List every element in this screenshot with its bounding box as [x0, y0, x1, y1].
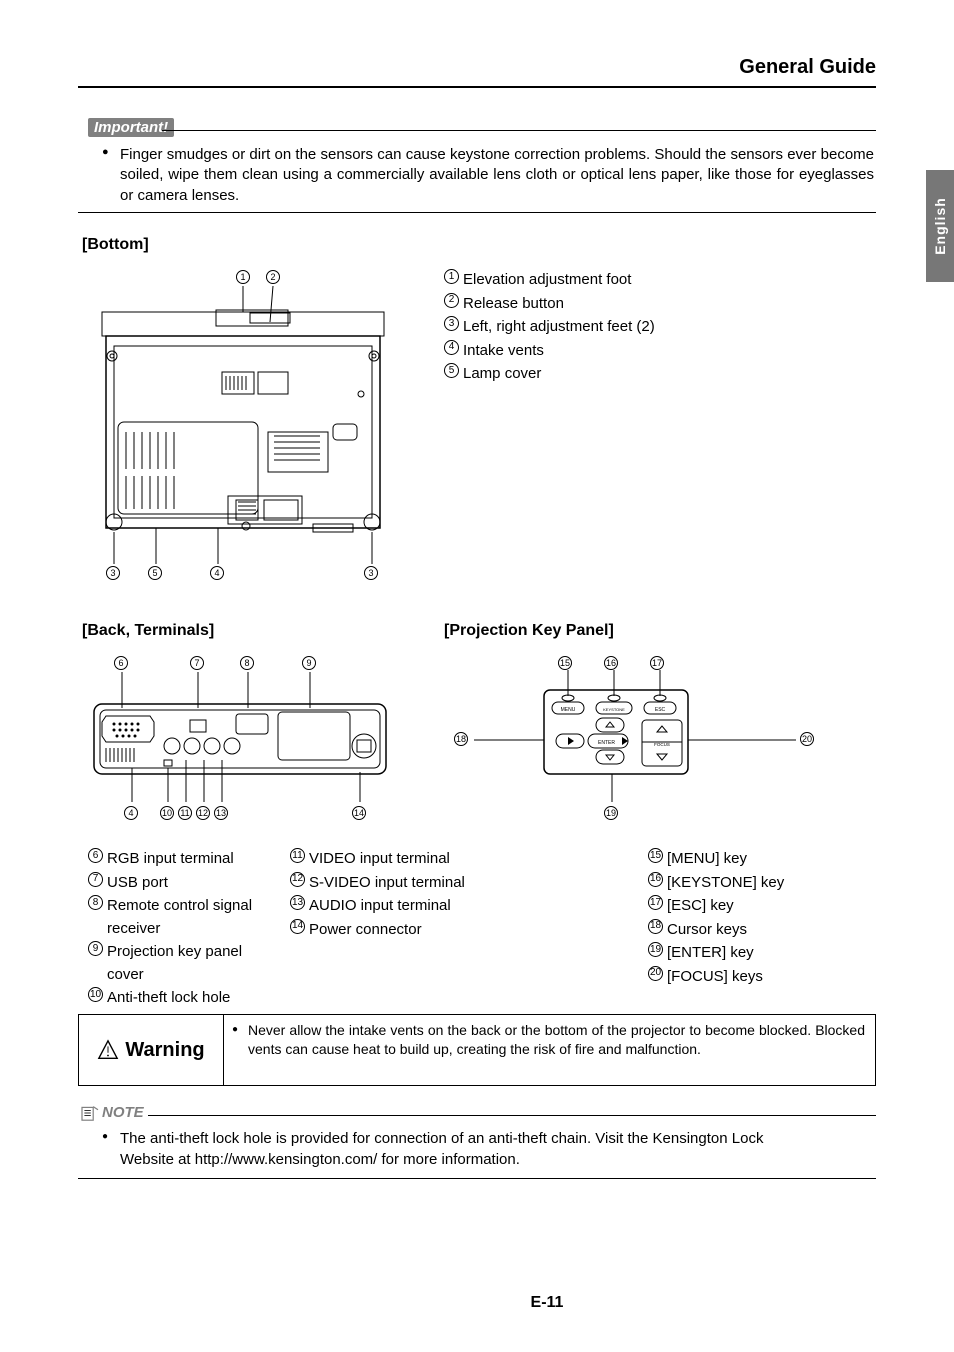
callout-19: 19 [604, 806, 622, 820]
list-item: 13AUDIO input terminal [290, 895, 490, 918]
important-badge: Important! [88, 118, 174, 137]
callout-15: 15 [558, 656, 576, 670]
callout-3b: 3 [364, 566, 382, 580]
callout-8: 8 [240, 656, 258, 670]
callout-4: 4 [210, 566, 228, 580]
language-tab-label: English [932, 197, 948, 255]
header-rule [78, 86, 876, 88]
language-tab: English [926, 170, 954, 282]
callout-3a: 3 [106, 566, 124, 580]
callout-20: 20 [800, 732, 818, 746]
callout-14: 14 [352, 806, 370, 820]
back-items-col1: 6RGB input terminal 7USB port 8Remote co… [88, 848, 268, 1011]
list-item: 18Cursor keys [648, 919, 828, 942]
list-item: 14Power connector [290, 919, 490, 942]
svg-text:MENU: MENU [561, 707, 576, 713]
warning-box: Warning Never allow the intake vents on … [78, 1014, 876, 1086]
list-item: 5Lamp cover [444, 363, 655, 386]
list-item: 2Release button [444, 293, 655, 316]
callout-7: 7 [190, 656, 208, 670]
warning-icon [97, 1039, 119, 1061]
list-item: 19[ENTER] key [648, 942, 828, 965]
important-line [162, 130, 876, 131]
callout-17: 17 [650, 656, 668, 670]
note-body: The anti-theft lock hole is provided for… [120, 1128, 814, 1170]
warning-heading: Warning [79, 1015, 224, 1085]
list-item: 10Anti-theft lock hole [88, 987, 268, 1010]
section-heading-projection: [Projection Key Panel] [444, 622, 614, 640]
list-item: 3Left, right adjustment feet (2) [444, 316, 655, 339]
list-item: 17[ESC] key [648, 895, 828, 918]
callout-11: 11 [178, 806, 196, 820]
note-line [148, 1115, 876, 1116]
callout-13: 13 [214, 806, 232, 820]
callout-10: 10 [160, 806, 178, 820]
diagram-bottom [88, 264, 398, 584]
section-heading-back: [Back, Terminals] [82, 622, 214, 640]
callout-5: 5 [148, 566, 166, 580]
svg-text:FOCUS: FOCUS [654, 742, 670, 747]
list-item: 20[FOCUS] keys [648, 966, 828, 989]
warning-heading-label: Warning [125, 1039, 204, 1062]
page-title: General Guide [739, 56, 876, 79]
list-item: 16[KEYSTONE] key [648, 872, 828, 895]
projection-items: 15[MENU] key 16[KEYSTONE] key 17[ESC] ke… [648, 848, 828, 989]
divider-after-note [78, 1178, 876, 1179]
diagram-projection-panel: MENU KEYSTONE ESC ENTER FOCUS [444, 652, 824, 832]
list-item: 4Intake vents [444, 340, 655, 363]
list-item: 9Projection key panel cover [88, 941, 268, 986]
note-icon [80, 1105, 100, 1121]
callout-9: 9 [302, 656, 320, 670]
note-badge: NOTE [80, 1104, 144, 1121]
callout-18: 18 [454, 732, 472, 746]
list-item: 1Elevation adjustment foot [444, 269, 655, 292]
page-number: E-11 [70, 1294, 954, 1312]
note-badge-label: NOTE [102, 1104, 144, 1121]
callout-4b: 4 [124, 806, 142, 820]
callout-12: 12 [196, 806, 214, 820]
callout-1: 1 [236, 270, 254, 284]
list-item: 7USB port [88, 872, 268, 895]
warning-text: Never allow the intake vents on the back… [224, 1015, 875, 1085]
svg-text:ESC: ESC [655, 707, 666, 713]
list-item: 6RGB input terminal [88, 848, 268, 871]
svg-text:ENTER: ENTER [598, 740, 615, 746]
divider-after-important [78, 212, 876, 213]
svg-text:KEYSTONE: KEYSTONE [603, 707, 625, 712]
important-text: Finger smudges or dirt on the sensors ca… [120, 145, 874, 206]
section-heading-bottom: [Bottom] [82, 236, 149, 254]
list-item: 12S-VIDEO input terminal [290, 872, 490, 895]
list-item: 8Remote control signal receiver [88, 895, 268, 940]
diagram-back-terminals [84, 652, 394, 832]
callout-6: 6 [114, 656, 132, 670]
list-item: 11VIDEO input terminal [290, 848, 490, 871]
back-items-col2: 11VIDEO input terminal 12S-VIDEO input t… [290, 848, 490, 942]
bottom-items-list: 1Elevation adjustment foot 2Release butt… [444, 269, 655, 387]
callout-2: 2 [266, 270, 284, 284]
list-item: 15[MENU] key [648, 848, 828, 871]
callout-16: 16 [604, 656, 622, 670]
